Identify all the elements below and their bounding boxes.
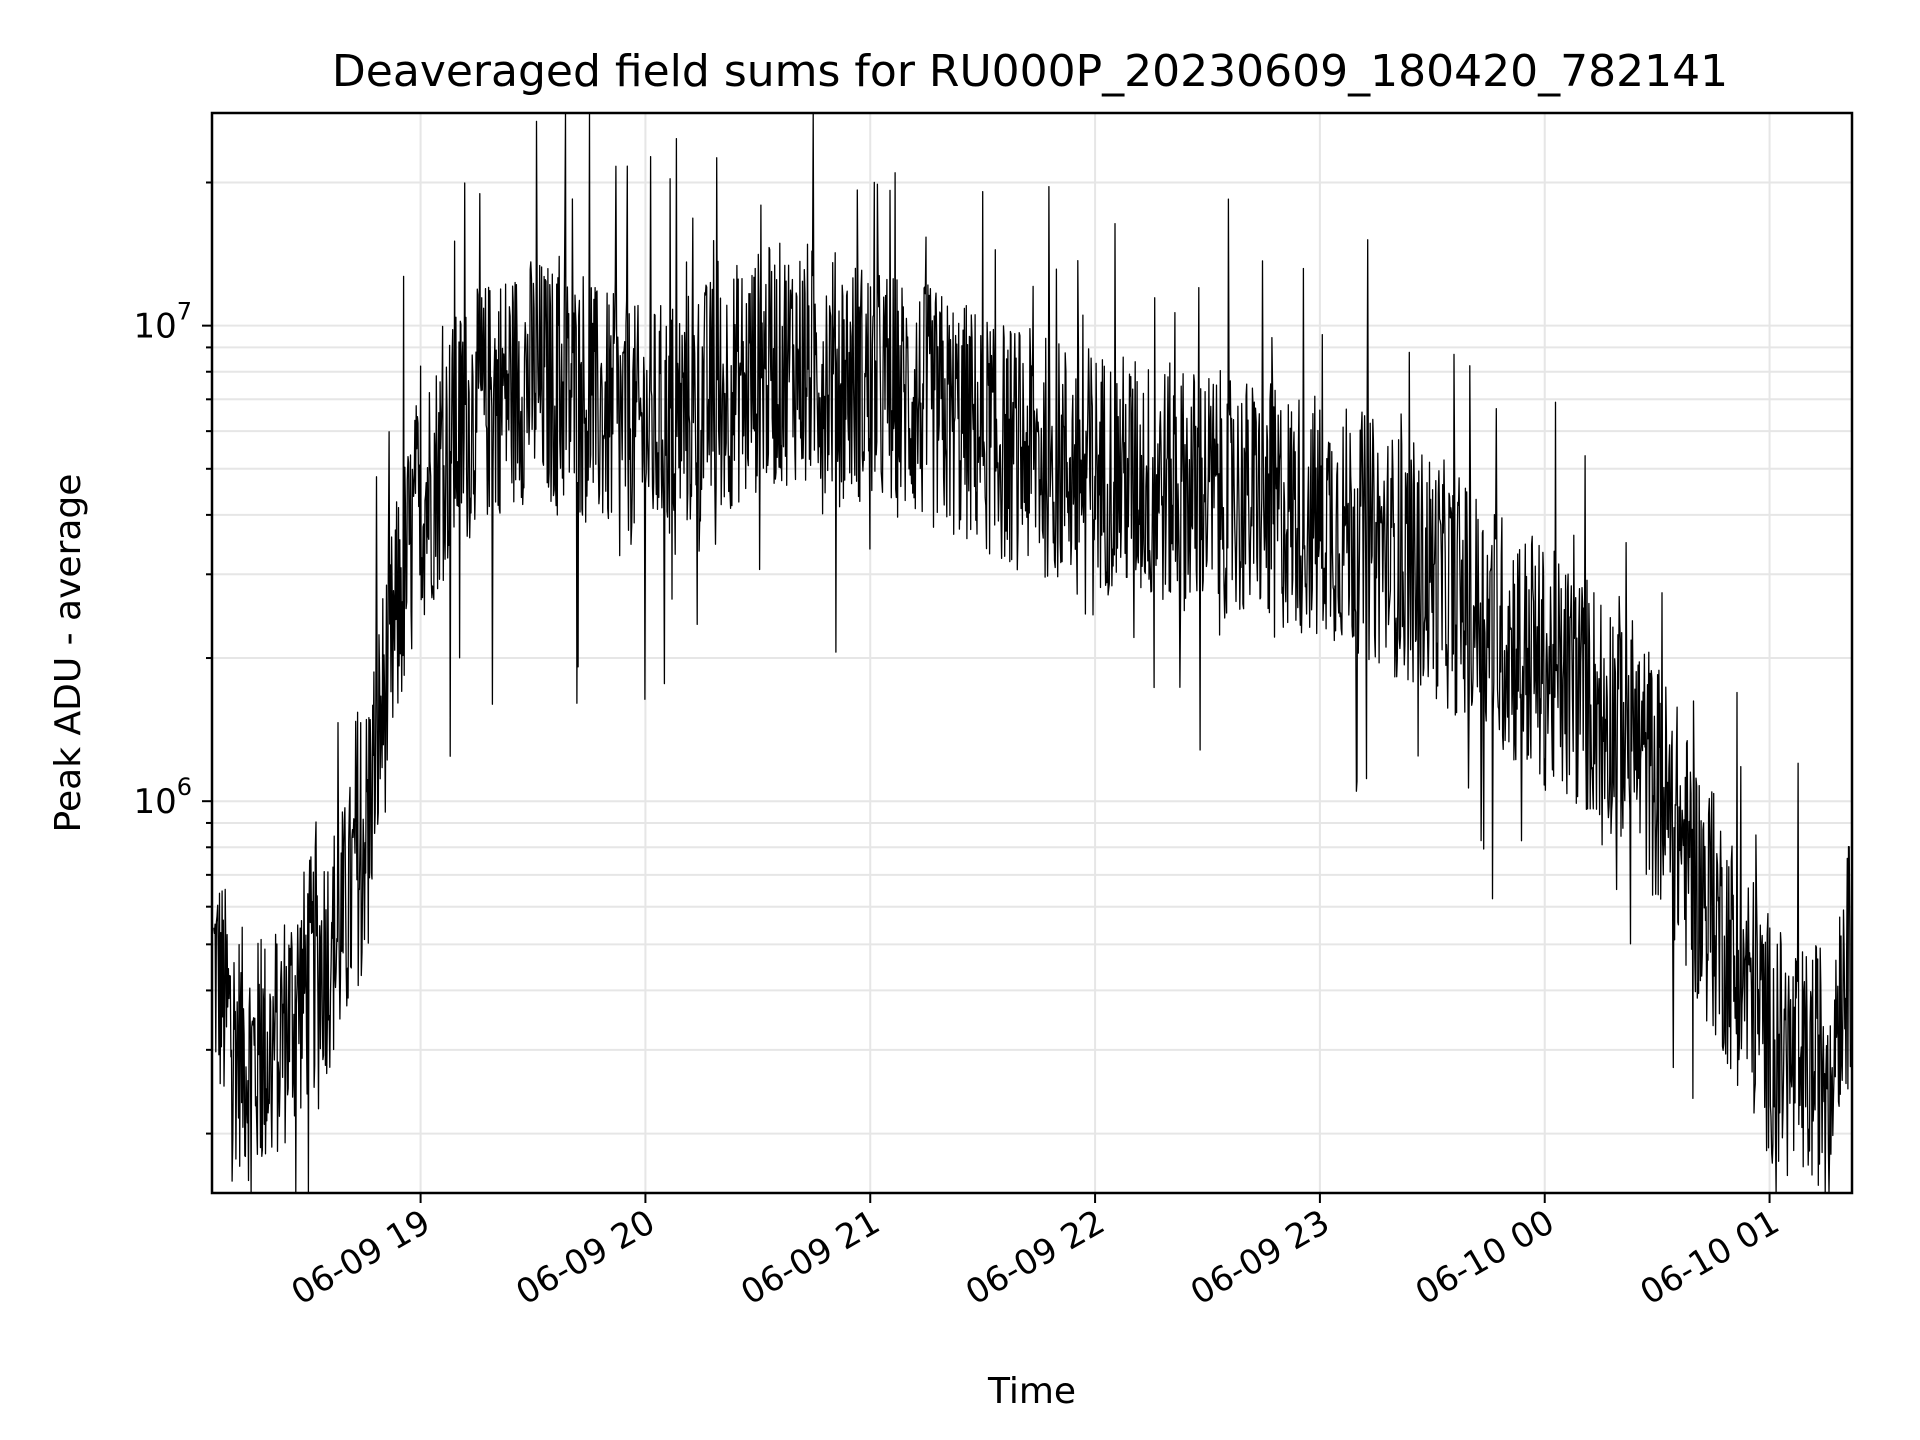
x-axis-label: Time [987,1371,1076,1412]
y-tick-exponent: 6 [177,773,192,801]
y-tick-label: 107 [133,298,192,347]
chart-title: Deaveraged field sums for RU000P_2023060… [332,46,1728,97]
x-tick-label: 06-09 23 [1184,1202,1336,1313]
y-tick-label: 106 [133,773,192,822]
y-axis-label: Peak ADU - average [48,474,89,833]
x-tick-label: 06-10 00 [1409,1202,1561,1313]
plot-frame [210,111,1854,1195]
x-tick-label: 06-09 22 [959,1202,1111,1313]
y-tick-base: 10 [133,782,176,822]
data-series-line [213,113,1852,1193]
plot-area [213,113,1852,1193]
x-tick-label: 06-09 19 [285,1202,437,1313]
x-axis: 06-09 19 06-09 20 06-09 21 06-09 22 06-09 23… [285,1193,1786,1313]
series-layer [213,113,1852,1193]
y-tick-exponent: 7 [177,298,192,326]
y-tick-base: 10 [133,307,176,347]
x-tick-label: 06-09 20 [510,1202,662,1313]
x-tick-label: 06-09 21 [734,1202,886,1313]
x-tick-label: 06-10 01 [1634,1202,1786,1313]
grid [212,113,1852,1193]
